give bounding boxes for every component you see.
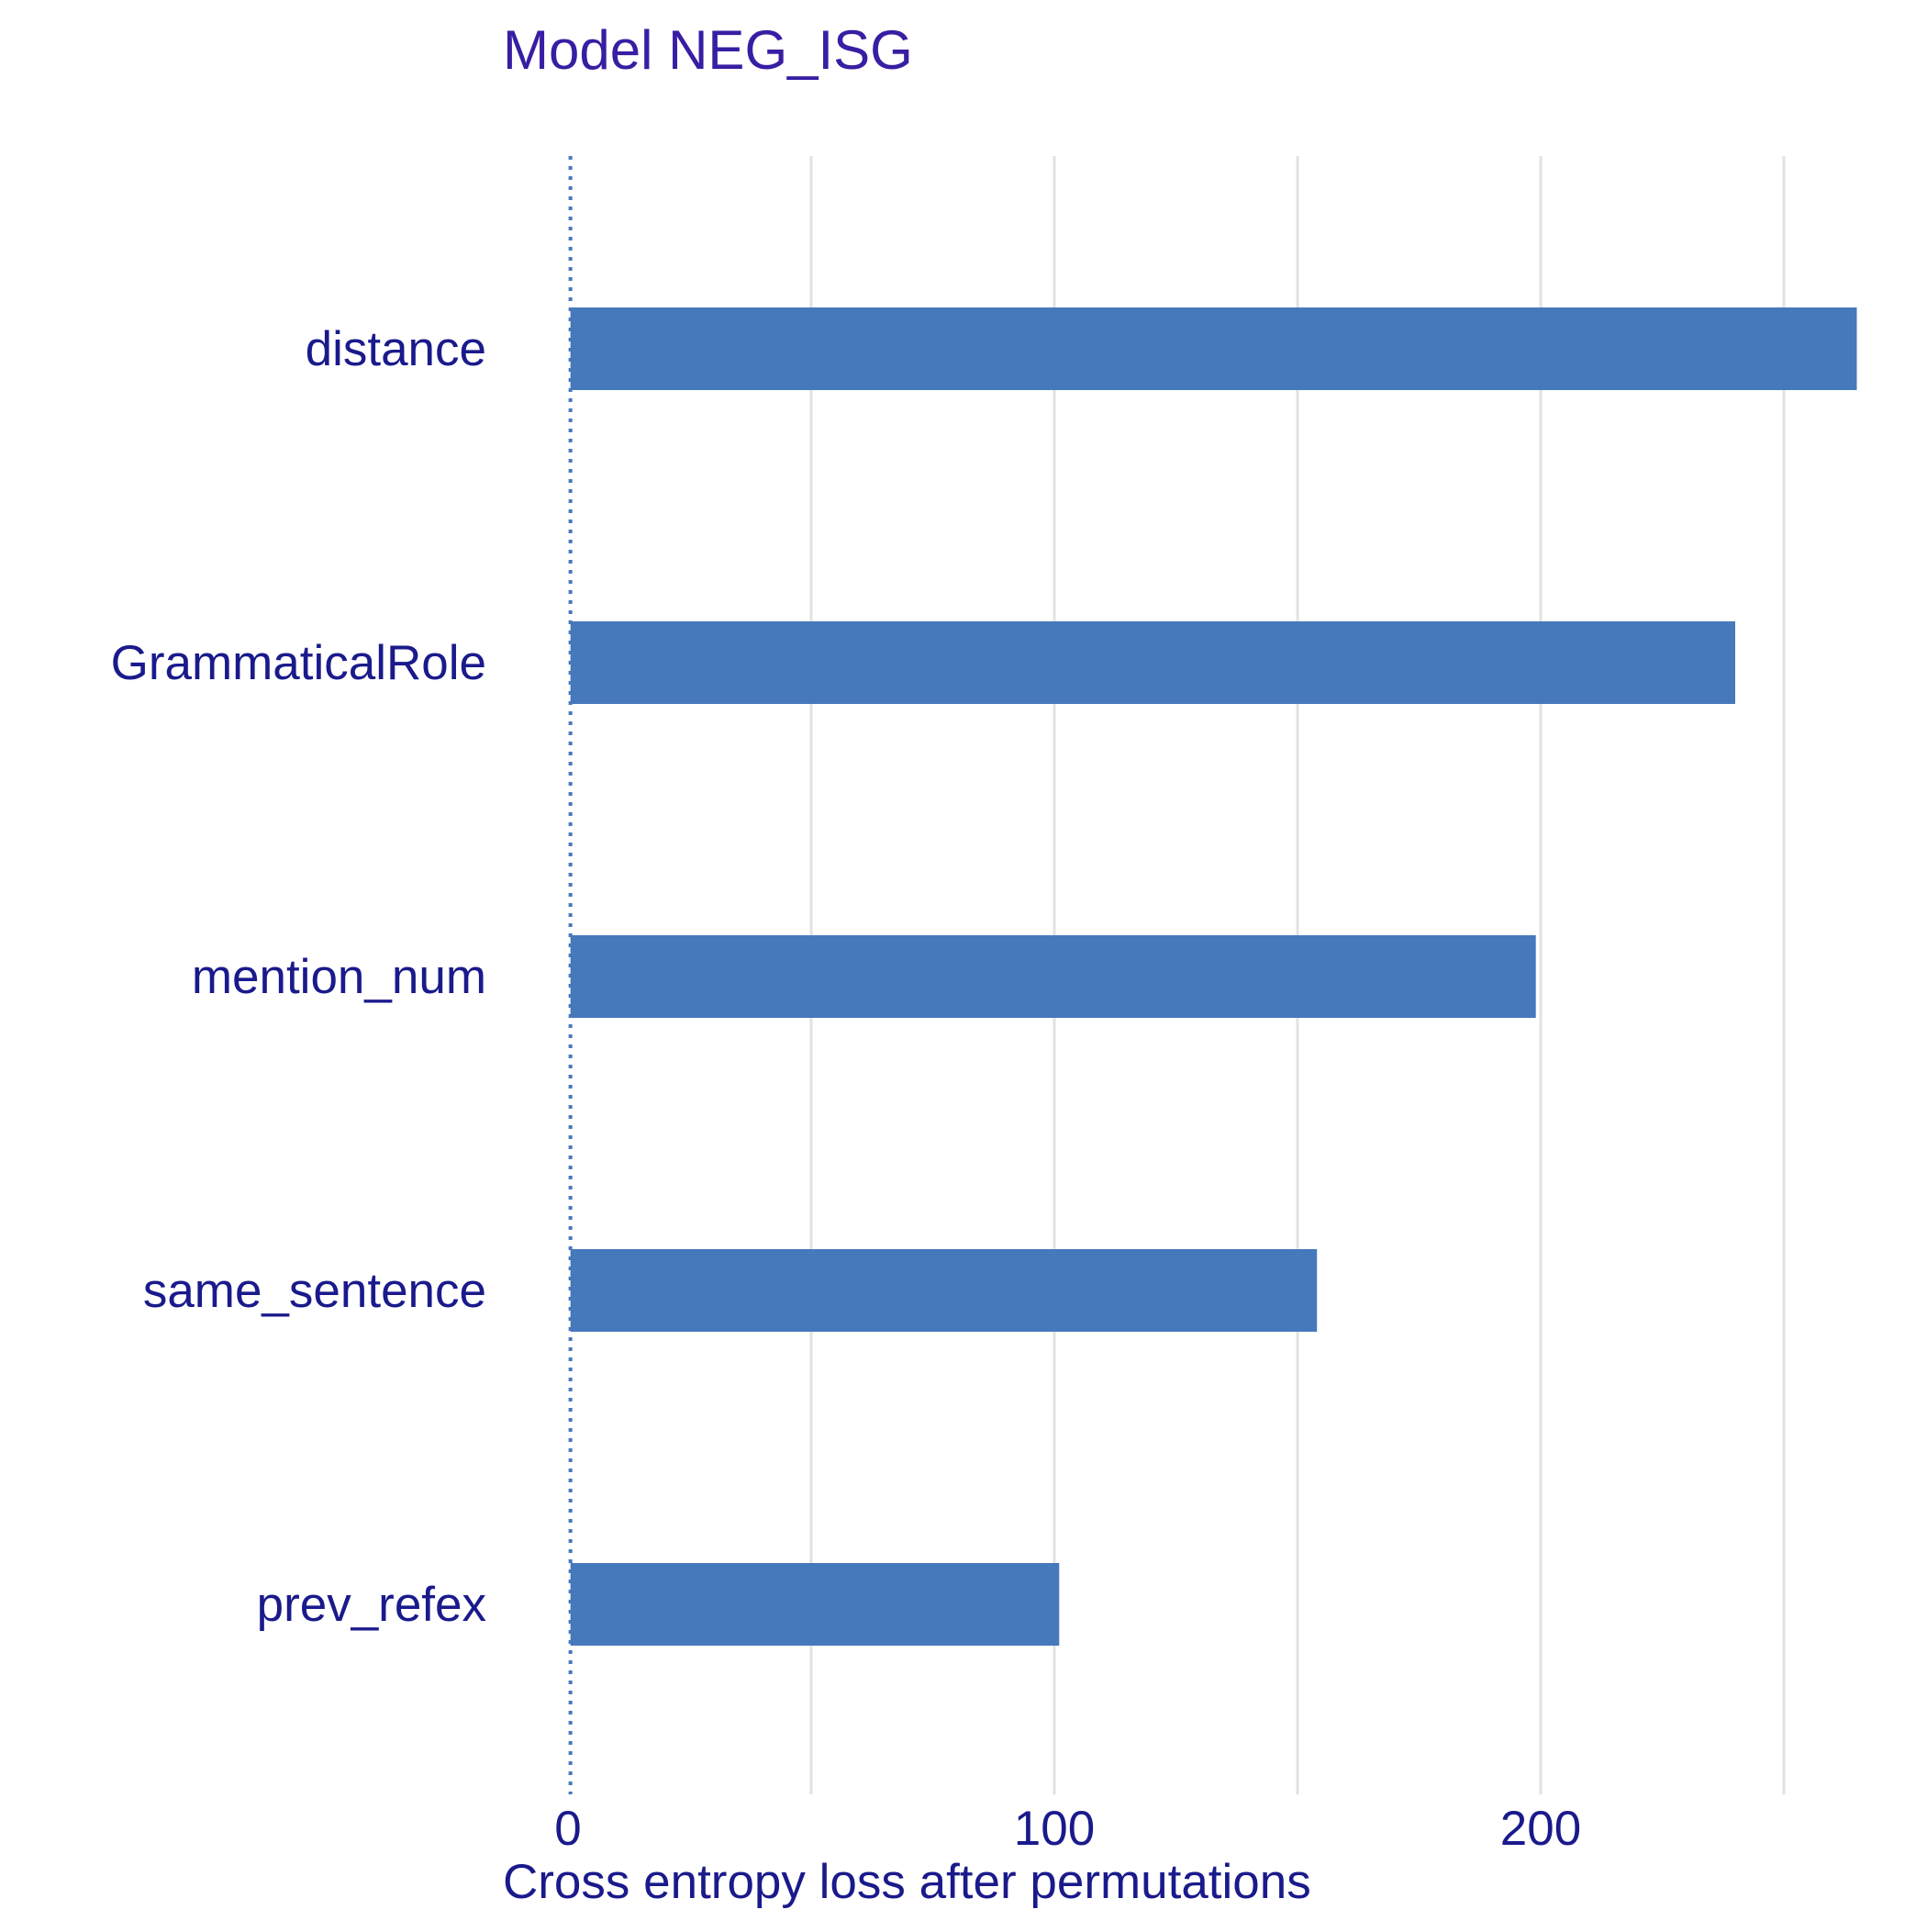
category-label: mention_num — [192, 950, 486, 1004]
x-tick-label: 100 — [1014, 1802, 1095, 1856]
bars — [570, 307, 1857, 1646]
bar — [570, 307, 1857, 390]
x-tick-labels: 0 100 200 — [554, 1802, 1581, 1856]
bar — [570, 1249, 1318, 1332]
chart-title: Model NEG_ISG — [503, 19, 913, 81]
category-label: prev_refex — [257, 1578, 486, 1632]
category-labels: distance GrammaticalRole mention_num same_s… — [111, 322, 486, 1632]
category-label: distance — [306, 322, 486, 376]
bar — [570, 621, 1735, 704]
category-label: GrammaticalRole — [111, 636, 486, 690]
bar — [570, 935, 1536, 1018]
x-axis-label: Cross entropy loss after permutations — [503, 1855, 1311, 1909]
x-tick-label: 200 — [1500, 1802, 1581, 1856]
category-label: same_sentence — [143, 1264, 486, 1318]
bar — [570, 1563, 1060, 1646]
x-tick-label: 0 — [554, 1802, 581, 1856]
